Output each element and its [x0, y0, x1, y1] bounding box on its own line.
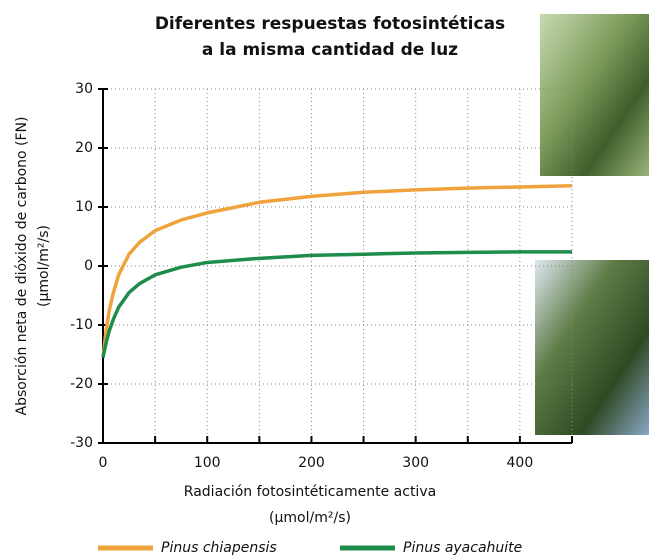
chart: Diferentes respuestas fotosintéticas a l… [0, 0, 649, 560]
y-tick-label: -20 [70, 376, 93, 392]
y-axis-label: Absorción neta de dióxido de carbono (FN… [14, 117, 30, 416]
legend-label: Pinus ayacahuite [403, 540, 522, 556]
y-tick-label: -30 [70, 435, 93, 451]
x-tick-label: 400 [507, 455, 534, 471]
photo-pinus-ayacahuite [535, 260, 649, 435]
chart-title: Diferentes respuestas fotosintéticas [155, 14, 505, 34]
y-axis-label: (µmol/m²/s) [36, 225, 52, 307]
photo-pinus-chiapensis [540, 14, 649, 176]
y-tick-label: 0 [84, 258, 93, 274]
chart-title: a la misma cantidad de luz [202, 40, 458, 60]
y-tick-label: 10 [75, 199, 93, 215]
y-tick-label: -10 [70, 317, 93, 333]
x-tick-label: 200 [298, 455, 325, 471]
y-tick-label: 20 [75, 140, 93, 156]
y-tick-label: 30 [75, 81, 93, 97]
legend-label: Pinus chiapensis [161, 540, 277, 556]
x-tick-label: 0 [99, 455, 108, 471]
x-axis-label: (µmol/m²/s) [269, 510, 351, 526]
series-line [103, 252, 572, 358]
series-line [103, 186, 572, 358]
x-tick-label: 300 [402, 455, 429, 471]
x-axis-label: Radiación fotosintéticamente activa [184, 484, 436, 500]
x-tick-label: 100 [194, 455, 221, 471]
